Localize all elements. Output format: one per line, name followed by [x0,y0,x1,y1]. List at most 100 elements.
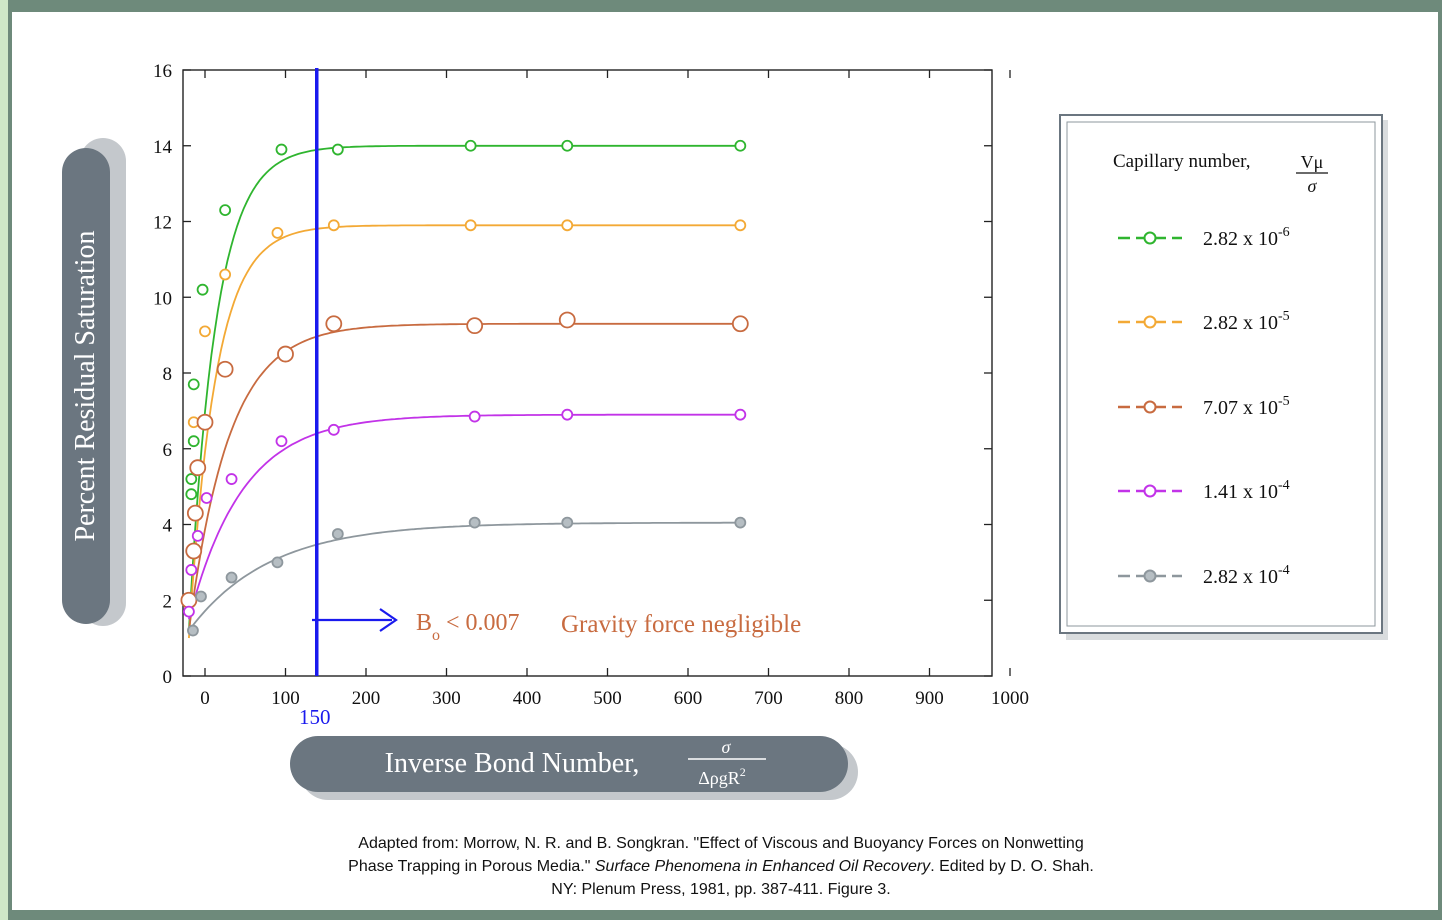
x-tick-label: 0 [200,688,210,709]
data-point [199,325,211,338]
threshold-line-group: 150 [299,68,331,729]
data-point [734,408,747,421]
y-tick-label: 0 [163,667,173,688]
x-axis-formula-denominator: ΔρgR2 [698,765,746,788]
annotation-text: Bo < 0.007 [416,610,520,644]
legend-box [1059,114,1383,634]
x-tick-label: 300 [432,688,461,709]
x-tick-label: 200 [352,688,381,709]
y-axis-label: Percent Residual Saturation [70,230,101,541]
x-axis-formula-numerator: σ [722,737,732,757]
data-point [558,311,576,329]
caption-line-1: Adapted from: Morrow, N. R. and B. Songk… [358,835,1084,852]
data-point [275,435,288,448]
data-point [200,492,213,504]
x-tick-label: 100 [271,688,300,709]
legend-label: 1.41 x 10-4 [1203,478,1290,503]
data-point [219,204,232,217]
source-caption: Adapted from: Morrow, N. R. and B. Songk… [0,832,1442,901]
annotation: Bo < 0.007 Gravity force negligible [312,608,801,644]
data-point [464,139,477,152]
data-points [180,139,749,637]
threshold-label: 150 [299,705,331,729]
annotation-note: Gravity force negligible [561,611,801,638]
data-point [561,516,574,529]
data-point [196,283,209,296]
data-point [271,226,284,239]
legend-swatch-marker [1143,484,1157,498]
data-point [196,413,214,431]
legend-title: Capillary number, [1113,151,1250,172]
data-point [466,317,484,335]
y-tick-label: 16 [153,61,172,82]
data-point [271,556,284,569]
data-point [468,516,481,529]
legend-label: 2.82 x 10-4 [1203,563,1290,588]
data-point [219,268,232,281]
data-point [734,516,747,529]
data-point [187,624,199,637]
legend-label: 2.82 x 10-6 [1203,225,1290,250]
data-point [277,345,294,363]
series-curve [188,224,740,639]
data-point [182,605,195,618]
data-point [185,542,203,560]
data-point [561,139,574,152]
data-point [180,591,198,609]
data-point [225,571,238,584]
data-point [225,473,238,485]
data-point [187,435,200,448]
legend-formula-numerator: Vμ [1301,152,1324,172]
data-point [561,408,574,421]
plot-frame [182,69,993,677]
y-tick-label: 2 [163,591,173,612]
caption-line-3: NY: Plenum Press, 1981, pp. 387-411. Fig… [551,881,891,898]
data-point [331,143,344,156]
x-tick-label: 400 [513,688,542,709]
y-tick-label: 12 [153,213,172,234]
legend-formula-denominator: σ [1308,176,1318,196]
y-tick-label: 14 [153,137,173,158]
plot-area: 0 100 200 300 400 500 600 700 800 900 1000 0 2 4 6 8 10 1… [153,61,1029,729]
legend-swatch-marker [1143,231,1157,245]
legend-label: 7.07 x 10-5 [1203,394,1290,419]
y-axis-label-pill: Percent Residual Saturation [62,138,126,626]
series-curve [188,144,740,631]
frame-edge [0,0,8,920]
annotation-arrow-head [379,608,398,632]
data-point [186,504,204,522]
legend-swatch-marker [1143,315,1157,329]
series-curve [188,521,740,632]
data-point [185,488,198,501]
axis-ticks: 0 100 200 300 400 500 600 700 800 900 1000 0 2 4 6 8 10 1… [153,61,1029,709]
data-point [185,473,198,485]
data-point [734,219,747,232]
legend-label: 2.82 x 10-5 [1203,309,1290,334]
fit-curves [188,144,740,639]
x-tick-label: 600 [674,688,703,709]
data-point [187,378,200,391]
x-axis-label: Inverse Bond Number, [385,748,640,779]
series-curve [188,322,740,631]
legend-swatch-marker [1143,400,1157,414]
series-curve [188,413,740,620]
legend-items: 2.82 x 10-6 2.82 x 10-5 7.07 x 10-5 1.41 x … [1118,225,1290,588]
y-tick-label: 8 [163,364,173,385]
data-point [327,219,340,232]
y-tick-label: 4 [163,516,173,537]
data-point [464,219,477,232]
data-point [734,139,747,152]
x-axis-label-pill: Inverse Bond Number, σ ΔρgR2 [290,736,858,800]
data-point [185,564,198,576]
x-tick-label: 900 [915,688,944,709]
data-point [468,410,481,423]
y-tick-label: 6 [163,440,173,461]
caption-line-2: Phase Trapping in Porous Media." Surface… [348,858,1094,875]
x-tick-label: 700 [754,688,783,709]
x-tick-label: 800 [835,688,864,709]
data-point [189,459,207,477]
data-point [325,315,343,333]
data-point [327,423,340,436]
y-tick-label: 10 [153,288,172,309]
